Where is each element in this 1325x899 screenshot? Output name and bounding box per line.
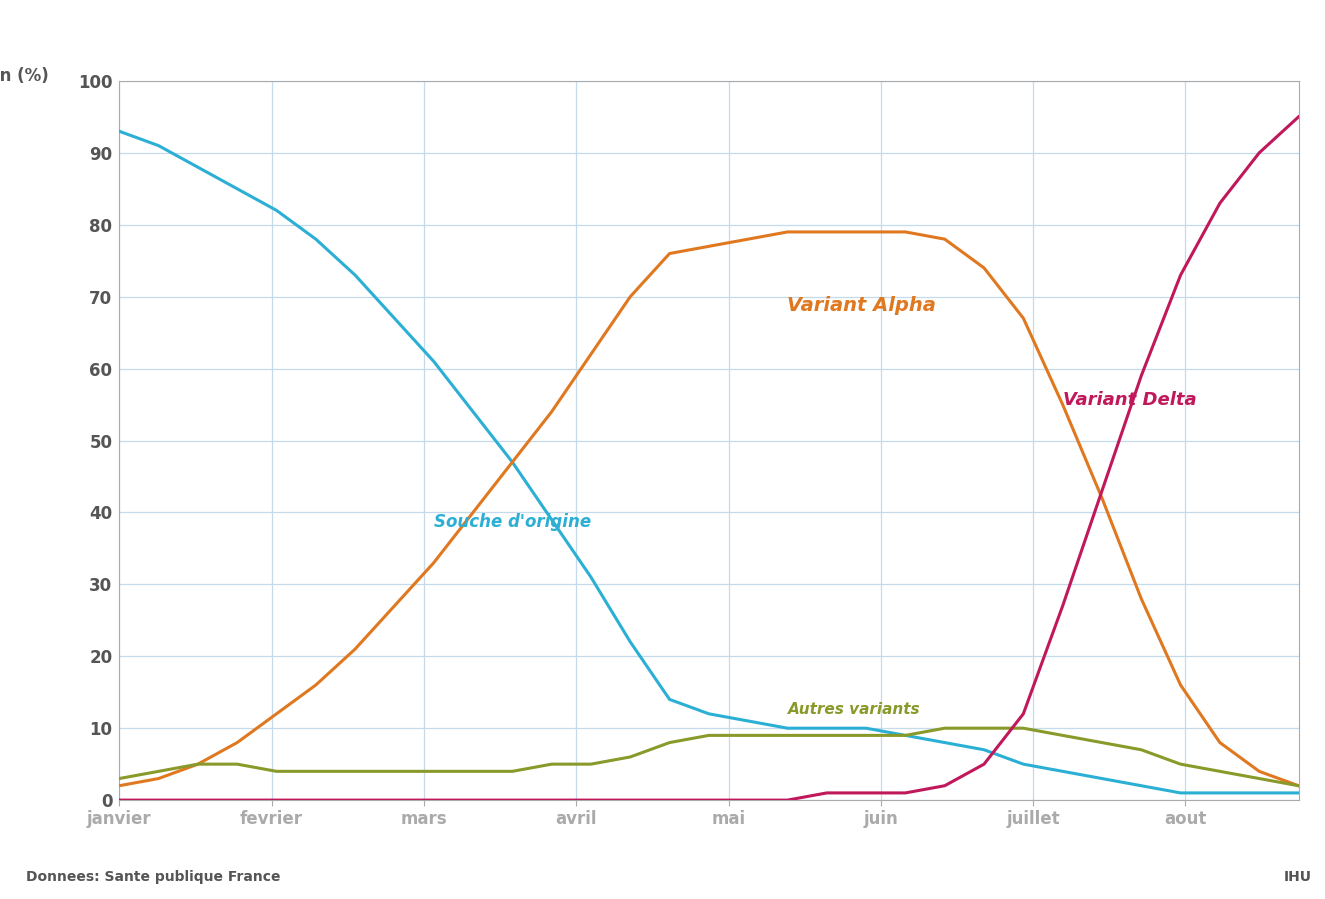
Text: Variant Delta: Variant Delta (1063, 390, 1196, 408)
Text: IHU: IHU (1284, 870, 1312, 884)
Y-axis label: Proportion (%): Proportion (%) (0, 67, 49, 85)
Text: Souche d'origine: Souche d'origine (433, 512, 591, 530)
Text: Donnees: Sante publique France: Donnees: Sante publique France (26, 870, 281, 884)
Text: Variant Alpha: Variant Alpha (787, 296, 937, 315)
Text: Autres variants: Autres variants (787, 702, 920, 717)
